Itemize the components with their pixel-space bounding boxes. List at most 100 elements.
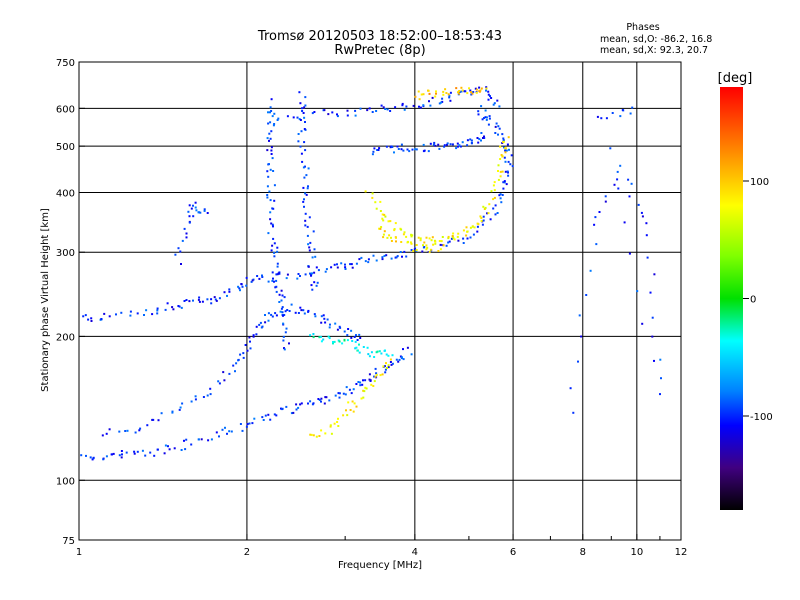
data-point bbox=[271, 279, 274, 282]
data-point bbox=[455, 147, 458, 150]
data-point bbox=[435, 92, 437, 95]
data-point bbox=[259, 321, 262, 324]
data-point bbox=[209, 393, 212, 396]
data-point bbox=[485, 118, 488, 121]
data-point bbox=[299, 403, 302, 406]
data-point bbox=[375, 259, 378, 262]
data-point bbox=[470, 141, 473, 144]
data-point bbox=[569, 387, 572, 390]
data-point bbox=[290, 303, 293, 306]
data-point bbox=[383, 254, 386, 257]
data-point bbox=[350, 329, 353, 332]
data-point bbox=[479, 89, 482, 92]
data-point bbox=[405, 255, 408, 258]
data-point bbox=[267, 319, 270, 322]
data-point bbox=[481, 118, 484, 121]
data-point bbox=[371, 111, 374, 113]
data-point bbox=[621, 109, 624, 111]
data-point bbox=[368, 355, 371, 358]
data-point bbox=[493, 189, 496, 192]
data-point bbox=[510, 154, 513, 157]
data-point bbox=[493, 181, 496, 184]
data-point bbox=[268, 163, 270, 166]
data-point bbox=[447, 93, 450, 96]
data-point bbox=[202, 396, 205, 398]
data-point bbox=[336, 421, 339, 423]
data-point bbox=[471, 92, 474, 95]
data-point bbox=[364, 379, 367, 382]
data-point bbox=[578, 314, 581, 317]
data-point bbox=[185, 438, 188, 441]
data-point bbox=[438, 240, 441, 242]
data-point bbox=[425, 236, 428, 239]
data-point bbox=[457, 232, 460, 235]
data-point bbox=[269, 211, 272, 214]
data-point bbox=[194, 206, 197, 209]
data-point bbox=[385, 353, 388, 356]
data-point bbox=[355, 334, 357, 337]
data-point bbox=[264, 414, 267, 417]
data-point bbox=[307, 185, 309, 188]
data-point bbox=[308, 249, 311, 252]
data-point bbox=[280, 289, 283, 292]
data-point bbox=[338, 392, 341, 395]
data-point bbox=[320, 321, 323, 324]
data-point bbox=[487, 123, 490, 126]
data-point bbox=[503, 180, 506, 183]
data-point bbox=[503, 156, 506, 159]
data-point bbox=[179, 250, 182, 253]
data-point bbox=[435, 90, 437, 93]
data-point bbox=[362, 346, 365, 348]
data-point bbox=[156, 309, 159, 312]
data-point bbox=[495, 122, 498, 125]
data-point bbox=[303, 128, 306, 130]
data-point bbox=[181, 402, 184, 405]
data-point bbox=[268, 139, 270, 142]
data-point bbox=[426, 246, 429, 249]
data-point bbox=[327, 335, 330, 338]
data-point bbox=[493, 196, 496, 199]
data-point bbox=[572, 411, 575, 414]
data-point bbox=[240, 283, 243, 285]
data-point bbox=[434, 240, 437, 243]
data-point bbox=[440, 101, 443, 104]
data-point bbox=[292, 116, 295, 119]
data-point bbox=[315, 435, 318, 438]
data-point bbox=[373, 380, 376, 383]
data-point bbox=[450, 237, 453, 240]
data-point bbox=[269, 111, 271, 114]
data-point bbox=[400, 143, 403, 146]
data-point bbox=[197, 298, 200, 301]
data-point bbox=[340, 262, 343, 265]
data-point bbox=[410, 233, 413, 236]
data-point bbox=[505, 183, 508, 186]
data-point bbox=[457, 145, 459, 148]
data-point bbox=[324, 396, 327, 399]
data-point bbox=[451, 235, 454, 237]
data-point bbox=[276, 250, 279, 253]
data-point bbox=[373, 356, 376, 358]
data-point bbox=[485, 87, 488, 90]
data-point bbox=[637, 203, 640, 206]
data-point bbox=[283, 347, 285, 350]
data-point bbox=[507, 174, 510, 177]
data-point bbox=[300, 152, 303, 155]
data-point bbox=[133, 450, 136, 453]
data-point bbox=[145, 309, 148, 312]
data-point bbox=[380, 104, 383, 107]
data-point bbox=[188, 215, 191, 218]
data-point bbox=[337, 425, 340, 427]
data-point bbox=[631, 106, 634, 109]
data-point bbox=[585, 294, 588, 296]
data-point bbox=[273, 242, 276, 245]
data-point bbox=[273, 280, 275, 283]
data-point bbox=[334, 322, 337, 325]
data-point bbox=[390, 257, 393, 260]
data-point bbox=[218, 297, 221, 300]
data-point bbox=[423, 241, 426, 244]
data-point bbox=[194, 201, 197, 204]
data-point bbox=[465, 226, 468, 229]
data-point bbox=[371, 153, 374, 156]
data-point bbox=[267, 413, 270, 416]
data-point bbox=[604, 200, 607, 203]
